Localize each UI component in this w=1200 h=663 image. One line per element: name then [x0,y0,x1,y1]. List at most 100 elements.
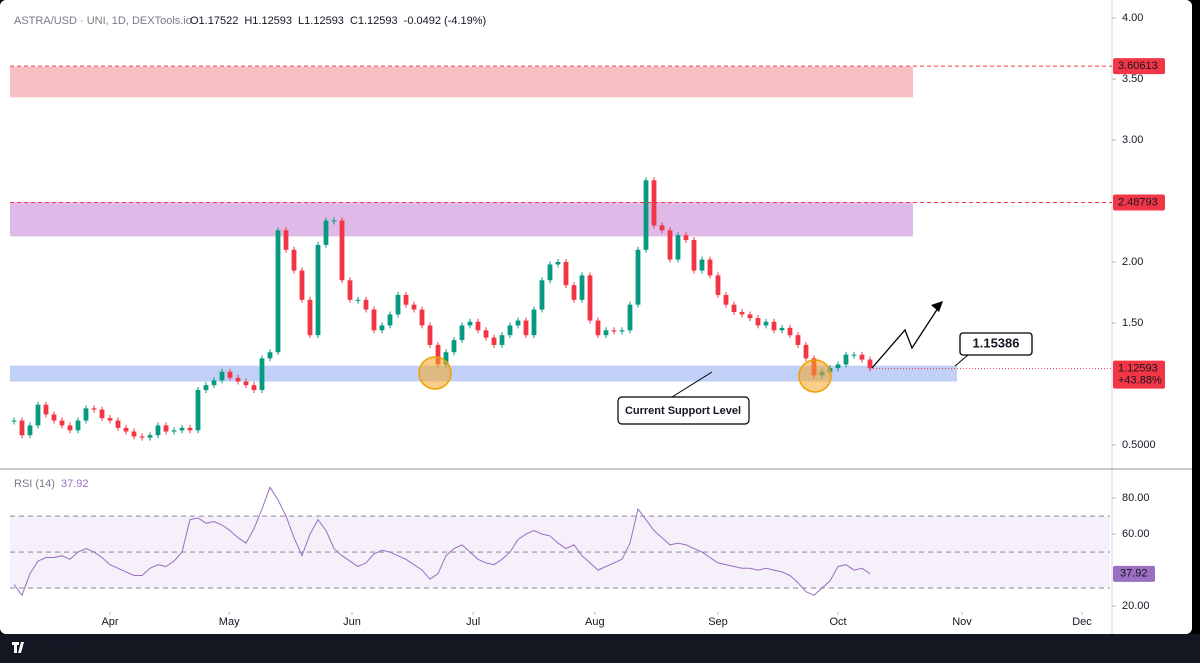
candle [379,325,385,331]
header-item: -0.0492 (-4.19%) [404,15,487,27]
candle [35,404,41,426]
candle [795,335,801,345]
header-item: O1.17522 [190,15,238,27]
candle [67,425,73,431]
target-label: 1.15386 [973,335,1020,350]
rsi-title: RSI (14) [14,478,55,490]
brand: TradingView [28,640,99,654]
target-callout [959,332,1033,356]
candle [43,404,49,415]
candle [203,385,209,391]
candle [659,225,665,231]
candle [467,321,473,326]
candle [715,275,721,295]
candle [571,285,577,300]
candle [747,314,753,319]
candle [419,309,425,326]
candle [219,371,225,381]
zone [10,365,957,382]
candle [739,311,745,315]
candle [579,275,585,300]
candle [83,408,89,421]
support-touch-marker [418,356,452,390]
candle [475,321,481,331]
rsi-header: RSI (14) 37.92 [14,478,89,490]
candle [779,327,785,331]
candle [755,318,761,326]
footer-bar [0,634,1200,663]
rsi-last: 37.92 [61,478,89,490]
candle [691,240,697,271]
zone [10,202,913,237]
candle [395,294,401,315]
candle [803,344,809,359]
rsi-last-box [1113,565,1155,582]
candle [771,321,777,331]
candle [443,352,449,365]
candle [227,371,233,378]
support-callout [617,396,750,425]
level-box [1113,194,1165,211]
header-item: C1.12593 [350,15,398,27]
support-label: Current Support Level [625,405,741,417]
x-tick-label: Oct [829,616,846,628]
candle [339,220,345,281]
x-tick-label: Dec [1072,616,1092,628]
candle [723,294,729,305]
candle [835,364,841,369]
candle [91,408,97,410]
level-label: 3.60613 [1118,60,1158,72]
header-item: L1.12593 [298,15,344,27]
last-price-box [1113,360,1165,389]
candle [611,330,617,332]
x-tick-label: Apr [101,616,118,628]
candle [731,304,737,312]
candle [507,325,513,336]
candle [627,304,633,331]
x-tick-label: Sep [708,616,728,628]
candle [307,299,313,336]
candle [235,377,241,382]
candle [763,321,769,326]
rsi-tick-label: 80.00 [1122,492,1150,504]
candle [515,320,521,326]
candle [555,261,561,265]
level-box [1113,58,1165,75]
candle [267,352,273,359]
rsi-tick-label: 60.00 [1122,528,1150,540]
x-tick-label: May [219,616,240,628]
candle [851,354,857,356]
candle [787,327,793,336]
panel [0,0,1192,634]
candle [315,244,321,336]
candle [603,330,609,336]
candle [243,381,249,386]
candle [675,235,681,260]
candle [707,259,713,276]
candle [387,314,393,326]
candle [275,230,281,353]
rsi-tick-label: 20.00 [1122,600,1150,612]
candle [75,420,81,431]
candle [355,299,361,301]
y-tick-label: 3.00 [1122,134,1143,146]
rsi-last-label: 37.92 [1120,568,1148,580]
candle [547,264,553,281]
candle [259,358,265,391]
candle [643,180,649,250]
candle [163,425,169,432]
candle [147,435,153,438]
candle [531,309,537,336]
candle [459,325,465,341]
y-tick-label: 4.00 [1122,12,1143,24]
rsi-line [13,486,871,597]
level-label: 2.48793 [1118,196,1158,208]
candle [539,280,545,310]
candle [123,427,129,432]
callout-pointer [671,371,713,398]
candle [499,335,505,345]
x-tick-label: Nov [952,616,972,628]
candle [667,230,673,260]
candle [451,340,457,353]
